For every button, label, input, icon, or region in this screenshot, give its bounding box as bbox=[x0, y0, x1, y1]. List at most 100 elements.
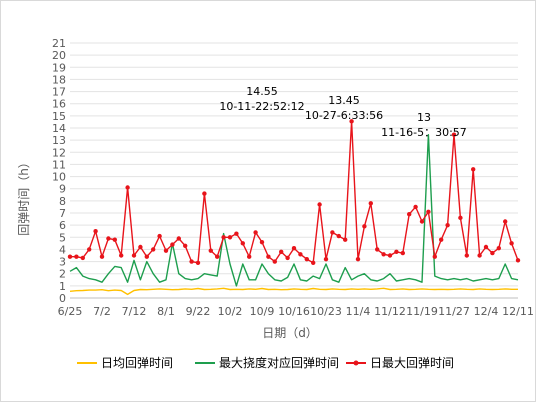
data-point-2 bbox=[439, 237, 444, 242]
data-point-2 bbox=[195, 260, 201, 265]
x-tick-label: 8/1 bbox=[157, 305, 175, 318]
y-tick-label: 17 bbox=[52, 86, 66, 99]
series-line-1 bbox=[69, 133, 519, 287]
data-point-2 bbox=[208, 248, 213, 253]
x-tick-label: 10/16 bbox=[278, 305, 310, 318]
y-tick-label: 18 bbox=[52, 73, 66, 86]
data-point-2 bbox=[343, 237, 348, 242]
data-point-2 bbox=[509, 241, 514, 246]
data-point-2 bbox=[317, 202, 322, 207]
x-tick-label: 7/12 bbox=[122, 305, 147, 318]
annotation-3-value: 13 bbox=[417, 111, 431, 124]
data-point-2 bbox=[138, 244, 143, 250]
y-tick-label: 10 bbox=[52, 171, 66, 184]
data-point-2 bbox=[368, 201, 373, 206]
data-point-2 bbox=[515, 258, 521, 263]
data-point-2 bbox=[362, 224, 367, 229]
series-line-0 bbox=[69, 287, 518, 296]
y-tick-label: 20 bbox=[52, 49, 66, 62]
data-point-2 bbox=[247, 254, 252, 259]
data-point-2 bbox=[304, 256, 309, 262]
series-layer bbox=[67, 119, 521, 296]
x-tick-label: 12/11 bbox=[502, 305, 534, 318]
y-tick-label: 13 bbox=[52, 134, 66, 147]
data-point-2 bbox=[483, 244, 489, 250]
data-point-2 bbox=[279, 249, 284, 255]
data-point-2 bbox=[176, 236, 181, 241]
y-tick-label: 1 bbox=[59, 280, 66, 293]
data-point-2 bbox=[426, 209, 431, 214]
data-point-2 bbox=[259, 239, 265, 245]
x-axis-title: 日期（d） bbox=[262, 326, 318, 340]
x-tick-label: 11/4 bbox=[346, 305, 371, 318]
y-tick-label: 12 bbox=[52, 146, 66, 159]
data-point-2 bbox=[471, 167, 476, 172]
data-point-2 bbox=[419, 219, 425, 224]
x-axis-ticks: 6/25 7/2 7/12 8/1 9/22 10/2 10/9 10/16 10/23 11/4… bbox=[58, 305, 534, 318]
y-axis-title: 回弹时间（h） bbox=[17, 156, 31, 236]
data-point-2 bbox=[106, 236, 111, 241]
legend-label-daily-avg: 日均回弹时间 bbox=[101, 356, 173, 370]
data-point-2 bbox=[170, 242, 175, 247]
y-tick-label: 4 bbox=[59, 243, 66, 256]
data-point-2 bbox=[445, 222, 450, 228]
data-point-2 bbox=[336, 233, 341, 239]
data-point-2 bbox=[400, 250, 405, 256]
y-tick-label: 9 bbox=[59, 183, 66, 196]
x-tick-label: 9/22 bbox=[186, 305, 211, 318]
y-tick-label: 15 bbox=[52, 110, 66, 123]
x-tick-label: 6/25 bbox=[58, 305, 83, 318]
legend: 日均回弹时间 最大挠度对应回弹时间 日最大回弹时间 bbox=[77, 355, 454, 370]
data-point-2 bbox=[375, 247, 380, 252]
annotation-2-time: 10-27-6:33:56 bbox=[305, 109, 383, 122]
x-tick-label: 11/19 bbox=[406, 305, 438, 318]
data-point-2 bbox=[349, 119, 354, 124]
data-point-2 bbox=[221, 235, 226, 240]
data-point-2 bbox=[234, 231, 239, 236]
y-tick-label: 7 bbox=[59, 207, 66, 220]
x-tick-label: 7/2 bbox=[93, 305, 111, 318]
data-point-2 bbox=[496, 246, 501, 251]
x-tick-label: 10/2 bbox=[218, 305, 243, 318]
y-tick-label: 0 bbox=[59, 292, 66, 305]
data-point-2 bbox=[387, 253, 393, 258]
data-point-2 bbox=[144, 254, 149, 259]
annotation-2-value: 13.45 bbox=[328, 94, 360, 107]
data-point-2 bbox=[87, 247, 92, 252]
x-tick-label: 11/12 bbox=[374, 305, 406, 318]
y-tick-label: 14 bbox=[52, 122, 66, 135]
x-tick-label: 10/23 bbox=[310, 305, 342, 318]
y-tick-label: 19 bbox=[52, 61, 66, 74]
data-point-2 bbox=[381, 252, 386, 257]
data-point-2 bbox=[215, 254, 220, 259]
data-point-2 bbox=[131, 253, 137, 258]
y-tick-label: 5 bbox=[59, 231, 66, 244]
y-tick-label: 6 bbox=[59, 219, 66, 232]
x-tick-label: 11/27 bbox=[438, 305, 470, 318]
data-point-2 bbox=[458, 215, 463, 221]
legend-label-max-deflection: 最大挠度对应回弹时间 bbox=[219, 355, 339, 370]
data-point-2 bbox=[503, 219, 508, 224]
data-point-2 bbox=[227, 235, 233, 240]
data-point-2 bbox=[112, 237, 118, 242]
y-tick-label: 16 bbox=[52, 98, 66, 111]
data-point-2 bbox=[355, 256, 361, 262]
data-point-2 bbox=[285, 255, 290, 261]
data-point-2 bbox=[451, 132, 457, 137]
data-point-2 bbox=[99, 254, 105, 259]
data-point-2 bbox=[272, 259, 277, 264]
legend-label-daily-max: 日最大回弹时间 bbox=[370, 356, 454, 370]
data-point-2 bbox=[330, 230, 335, 235]
data-point-2 bbox=[298, 252, 303, 257]
x-tick-label: 12/4 bbox=[474, 305, 499, 318]
data-point-2 bbox=[266, 254, 271, 259]
data-point-2 bbox=[157, 233, 162, 239]
data-point-2 bbox=[93, 229, 98, 234]
legend-marker-daily-max bbox=[353, 360, 359, 366]
data-point-2 bbox=[311, 260, 316, 265]
data-point-2 bbox=[67, 254, 73, 259]
series-line-2 bbox=[70, 120, 519, 264]
data-point-2 bbox=[183, 243, 188, 248]
